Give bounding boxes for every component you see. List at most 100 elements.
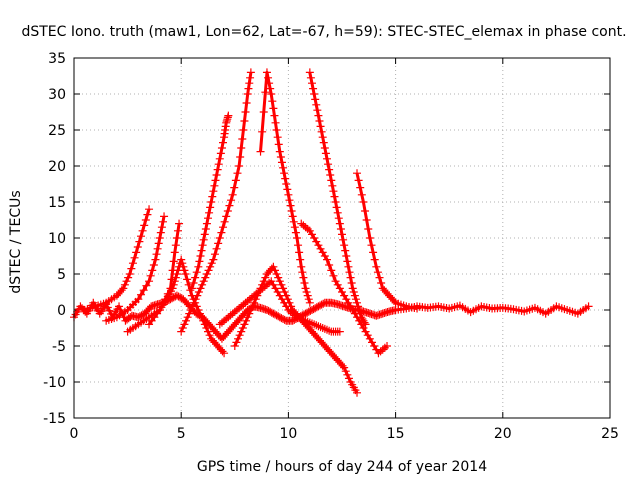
data-point	[343, 370, 352, 379]
series-8	[256, 68, 314, 307]
y-tick-label: -5	[52, 339, 66, 355]
data-point	[235, 331, 244, 340]
data-point	[194, 262, 203, 271]
data-point	[173, 226, 182, 235]
data-point	[413, 304, 422, 313]
data-point	[124, 273, 133, 282]
data-point	[335, 219, 344, 228]
data-point	[120, 280, 129, 289]
data-point	[235, 162, 244, 170]
data-point	[206, 262, 215, 271]
data-point	[301, 284, 310, 293]
data-point	[201, 225, 210, 233]
data-point	[354, 302, 363, 311]
data-point	[345, 268, 354, 277]
data-point	[177, 255, 186, 264]
data-point	[353, 169, 362, 178]
data-point	[269, 104, 278, 113]
data-point	[219, 223, 228, 232]
data-point	[198, 241, 207, 250]
data-point	[274, 273, 283, 282]
data-point	[272, 126, 281, 134]
data-point	[180, 320, 189, 329]
y-tick-label: -10	[43, 375, 66, 391]
data-point	[276, 153, 285, 161]
y-tick-label: 0	[57, 303, 66, 319]
data-point	[359, 198, 368, 206]
data-point	[270, 111, 279, 120]
data-point	[141, 216, 150, 224]
data-point	[192, 268, 201, 277]
data-point	[196, 252, 205, 260]
x-tick-label: 15	[387, 426, 405, 442]
data-point	[214, 239, 223, 248]
data-point	[268, 97, 277, 106]
data-point	[200, 320, 209, 329]
data-point	[243, 313, 252, 322]
data-point	[227, 196, 236, 205]
data-point	[305, 68, 314, 77]
series-6	[177, 68, 255, 336]
data-point	[296, 255, 305, 264]
data-point	[211, 176, 220, 185]
data-point	[219, 138, 228, 147]
data-point	[361, 207, 370, 215]
data-point	[204, 327, 212, 336]
data-point	[122, 277, 131, 286]
data-point	[318, 133, 327, 142]
data-point	[168, 266, 177, 275]
data-point	[161, 295, 170, 304]
data-point	[264, 73, 273, 82]
data-point	[288, 212, 297, 221]
data-point	[132, 248, 141, 257]
data-point	[303, 291, 312, 300]
data-point	[237, 144, 246, 152]
data-point	[350, 291, 359, 300]
data-point	[341, 367, 350, 376]
data-point	[314, 111, 323, 120]
data-point	[362, 216, 371, 224]
series-11	[297, 219, 392, 358]
data-point	[277, 280, 286, 289]
y-tick-label: -15	[43, 411, 66, 427]
data-point	[353, 298, 362, 307]
data-point	[312, 100, 321, 109]
data-point	[275, 277, 284, 286]
data-point	[250, 298, 259, 307]
x-tick-label: 0	[70, 426, 79, 442]
data-point	[186, 306, 195, 314]
data-point	[313, 106, 322, 115]
data-point	[194, 288, 203, 296]
series-12	[353, 169, 422, 313]
data-point	[287, 207, 296, 215]
data-point	[365, 234, 374, 242]
data-point	[212, 244, 221, 253]
data-point	[340, 363, 349, 372]
data-point	[210, 181, 219, 190]
data-point	[242, 316, 251, 325]
data-point	[217, 144, 226, 152]
data-point	[285, 196, 294, 205]
series-4	[145, 219, 184, 329]
data-point	[195, 257, 204, 266]
data-point	[282, 180, 291, 188]
data-point	[125, 270, 134, 278]
data-point	[175, 219, 184, 228]
data-point	[291, 228, 300, 237]
data-point	[155, 306, 164, 314]
data-point	[231, 176, 240, 185]
data-point	[284, 190, 293, 199]
data-point	[134, 295, 143, 304]
data-point	[207, 259, 216, 268]
data-point	[158, 300, 167, 309]
data-point	[205, 208, 214, 217]
data-point	[342, 252, 351, 260]
data-point	[216, 149, 225, 158]
series-10	[305, 68, 370, 329]
data-point	[315, 117, 324, 125]
data-point	[163, 289, 172, 298]
data-point	[267, 90, 276, 98]
data-point	[300, 279, 309, 287]
data-point	[322, 255, 331, 264]
data-point	[239, 126, 248, 134]
